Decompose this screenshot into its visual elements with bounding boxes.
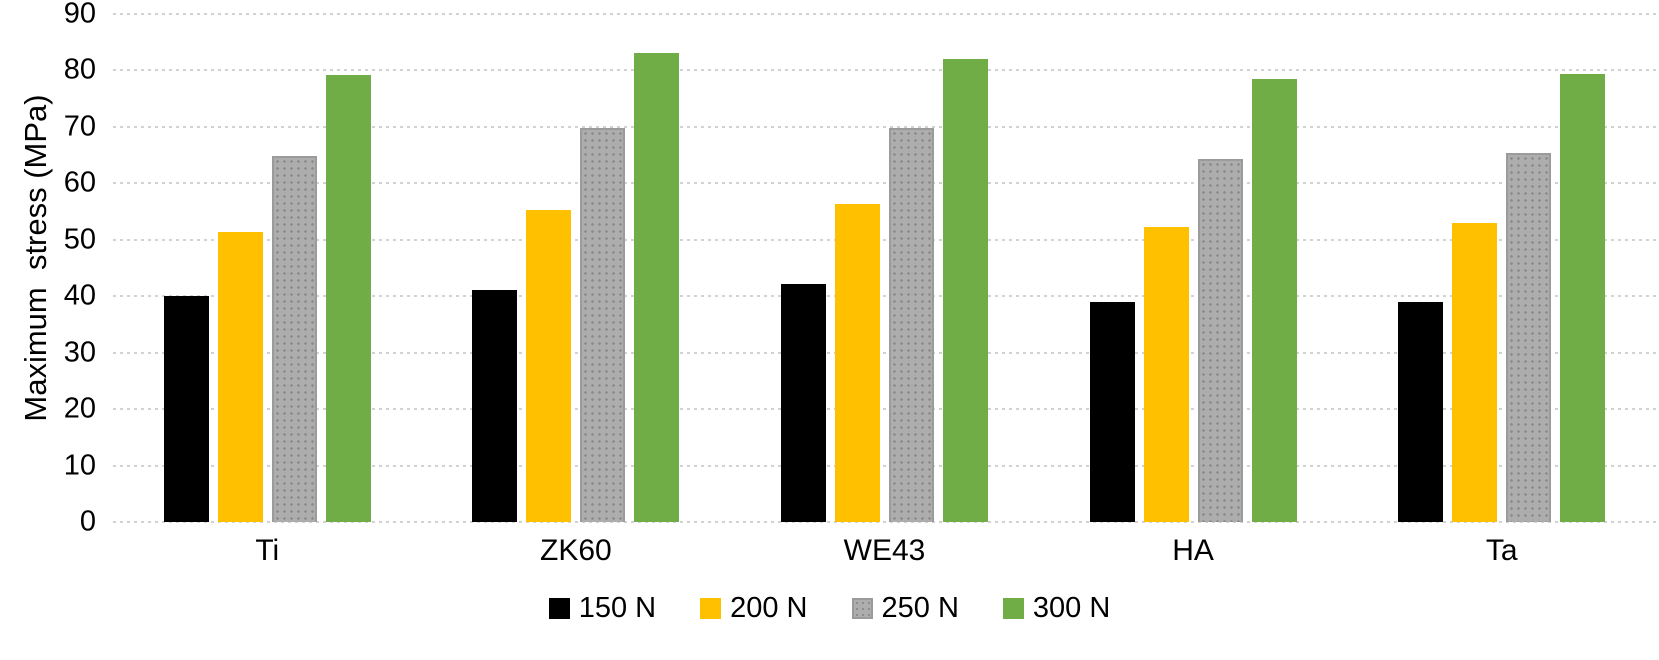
gridline-y30 — [113, 351, 1656, 354]
bar-200N-WE43 — [834, 204, 880, 522]
bar-groups — [113, 14, 1656, 522]
y-axis-tick-labels: 0 10 20 30 40 50 60 70 80 90 — [0, 0, 96, 536]
legend: 150 N 200 N 250 N 300 N — [0, 592, 1659, 625]
bar-group-Ta — [1347, 14, 1656, 522]
gridline-y50 — [113, 238, 1656, 241]
bar-150N-WE43 — [780, 284, 826, 522]
gridline-y20 — [113, 408, 1656, 411]
bar-250N-Ti — [271, 156, 317, 522]
y-tick-label-80: 80 — [63, 53, 96, 86]
legend-label: 200 N — [730, 592, 808, 624]
legend-label: 250 N — [881, 592, 959, 624]
y-tick-label-10: 10 — [63, 449, 96, 482]
bar-group-WE43 — [730, 14, 1039, 522]
legend-swatch-icon — [1002, 598, 1024, 619]
x-category-label-Ti: Ti — [255, 534, 280, 567]
y-tick-label-60: 60 — [63, 166, 96, 199]
bar-group-HA — [1039, 14, 1348, 522]
gridline-y80 — [113, 69, 1656, 72]
bar-300N-HA — [1251, 78, 1297, 522]
legend-swatch-icon — [851, 598, 873, 619]
bar-250N-HA — [1197, 158, 1243, 522]
y-tick-label-20: 20 — [63, 392, 96, 425]
legend-item-200N: 200 N — [700, 592, 808, 625]
bar-150N-ZK60 — [472, 290, 518, 522]
bar-200N-ZK60 — [526, 210, 572, 522]
gridline-y0 — [113, 521, 1656, 523]
bar-group-Ti — [113, 14, 422, 522]
gridline-y60 — [113, 182, 1656, 185]
x-category-label-WE43: WE43 — [843, 534, 926, 567]
bar-250N-ZK60 — [580, 128, 626, 522]
bar-300N-Ta — [1560, 73, 1606, 522]
bar-200N-HA — [1143, 226, 1189, 522]
x-category-label-Ta: Ta — [1485, 534, 1518, 567]
plot-area — [113, 13, 1656, 523]
bar-200N-Ta — [1452, 222, 1498, 522]
bar-150N-HA — [1089, 301, 1135, 522]
legend-swatch-icon — [548, 598, 570, 619]
bar-250N-Ta — [1506, 152, 1552, 522]
legend-label: 150 N — [578, 592, 657, 624]
y-tick-label-0: 0 — [79, 505, 96, 538]
legend-swatch-icon — [700, 598, 722, 619]
bar-group-ZK60 — [422, 14, 731, 522]
x-category-label-ZK60: ZK60 — [540, 534, 612, 567]
y-tick-label-90: 90 — [63, 0, 96, 30]
y-tick-label-30: 30 — [63, 336, 96, 369]
bar-150N-Ti — [163, 295, 209, 522]
gridline-y10 — [113, 464, 1656, 467]
bar-200N-Ti — [217, 231, 263, 522]
x-axis-category-labels: Ti ZK60 WE43 HA Ta — [113, 534, 1656, 568]
y-tick-label-40: 40 — [63, 279, 96, 312]
y-tick-label-70: 70 — [63, 110, 96, 143]
gridline-y40 — [113, 295, 1656, 298]
y-tick-label-50: 50 — [63, 223, 96, 256]
legend-item-150N: 150 N — [548, 592, 657, 625]
legend-item-300N: 300 N — [1002, 592, 1111, 625]
bar-150N-Ta — [1398, 301, 1444, 522]
gridline-y70 — [113, 125, 1656, 128]
legend-item-250N: 250 N — [851, 592, 959, 625]
gridline-y90 — [113, 13, 1656, 15]
bar-300N-ZK60 — [634, 52, 680, 522]
bar-300N-Ti — [325, 74, 371, 522]
bar-300N-WE43 — [942, 58, 988, 522]
x-category-label-HA: HA — [1172, 534, 1214, 567]
bar-250N-WE43 — [888, 128, 934, 522]
legend-label: 300 N — [1032, 592, 1111, 624]
